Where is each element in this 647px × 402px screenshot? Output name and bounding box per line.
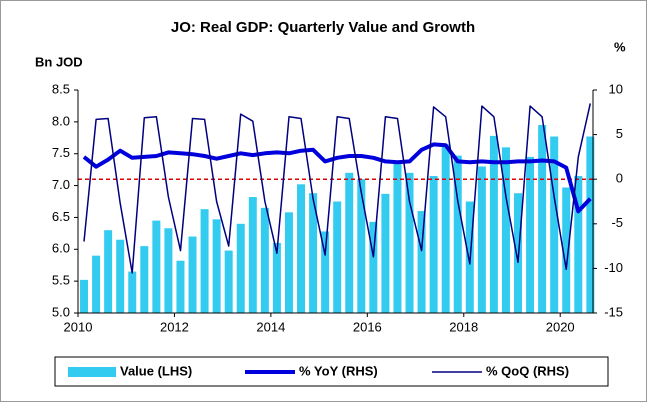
bar <box>200 209 209 313</box>
y2-tick-label: -5 <box>611 215 623 230</box>
bar <box>128 271 137 313</box>
bar <box>224 250 233 313</box>
bar <box>453 155 462 313</box>
y-tick-label: 8.0 <box>52 113 70 128</box>
legend-label: % QoQ (RHS) <box>486 363 569 378</box>
x-tick-label: 2018 <box>449 319 478 334</box>
line-series <box>83 103 592 274</box>
bar <box>357 179 366 313</box>
bar <box>489 135 498 313</box>
bar <box>152 220 161 313</box>
bar <box>140 246 149 313</box>
bar <box>272 242 281 313</box>
bar <box>176 260 185 313</box>
x-tick-label: 2014 <box>256 319 285 334</box>
bar <box>477 166 486 313</box>
y-tick-label: 5.0 <box>52 304 70 319</box>
bar <box>333 201 342 313</box>
y-tick-label: 5.5 <box>52 273 70 288</box>
bar <box>393 163 402 313</box>
bar <box>248 197 257 313</box>
legend-label: Value (LHS) <box>120 363 192 378</box>
y2-tick-label: 0 <box>616 171 623 186</box>
bar <box>188 236 197 313</box>
x-tick-label: 2020 <box>546 319 575 334</box>
bar <box>212 219 221 313</box>
y-tick-label: 6.5 <box>52 209 70 224</box>
bar <box>369 221 378 313</box>
y2-tick-label: -15 <box>604 304 623 319</box>
bar <box>236 223 245 313</box>
bar <box>284 212 293 313</box>
bar <box>417 211 426 313</box>
bar <box>116 239 125 313</box>
chart-title: JO: Real GDP: Quarterly Value and Growth <box>171 19 475 36</box>
bar <box>309 193 318 313</box>
y2-tick-label: -10 <box>604 260 623 275</box>
bar <box>586 136 595 313</box>
bar <box>80 279 89 313</box>
bar <box>381 193 390 313</box>
y-tick-label: 6.0 <box>52 241 70 256</box>
bar <box>501 147 510 313</box>
bar <box>92 255 101 313</box>
bar <box>441 144 450 313</box>
y2-tick-label: 5 <box>616 126 623 141</box>
bar <box>321 231 330 313</box>
line-series <box>82 142 592 214</box>
bar <box>429 176 438 313</box>
bar <box>345 172 354 313</box>
x-tick-label: 2016 <box>353 319 382 334</box>
legend-label: % YoY (RHS) <box>299 363 378 378</box>
legend-box <box>54 356 609 387</box>
x-tick-label: 2010 <box>64 319 93 334</box>
bar <box>297 184 306 313</box>
y2-axis-label: % <box>614 39 626 54</box>
bar <box>526 156 535 313</box>
y-tick-label: 8.5 <box>52 81 70 96</box>
legend-swatch <box>68 367 116 377</box>
bar <box>562 187 571 313</box>
bar <box>550 136 559 313</box>
bar <box>574 176 583 313</box>
bar <box>260 207 269 313</box>
bar <box>405 172 414 313</box>
x-tick-label: 2012 <box>160 319 189 334</box>
bar <box>538 125 547 314</box>
y-tick-label: 7.0 <box>52 177 70 192</box>
y2-tick-label: 10 <box>609 81 623 96</box>
y-axis-label: Bn JOD <box>35 54 83 69</box>
bar <box>104 230 113 313</box>
bar <box>164 228 173 313</box>
y-tick-label: 7.5 <box>52 145 70 160</box>
